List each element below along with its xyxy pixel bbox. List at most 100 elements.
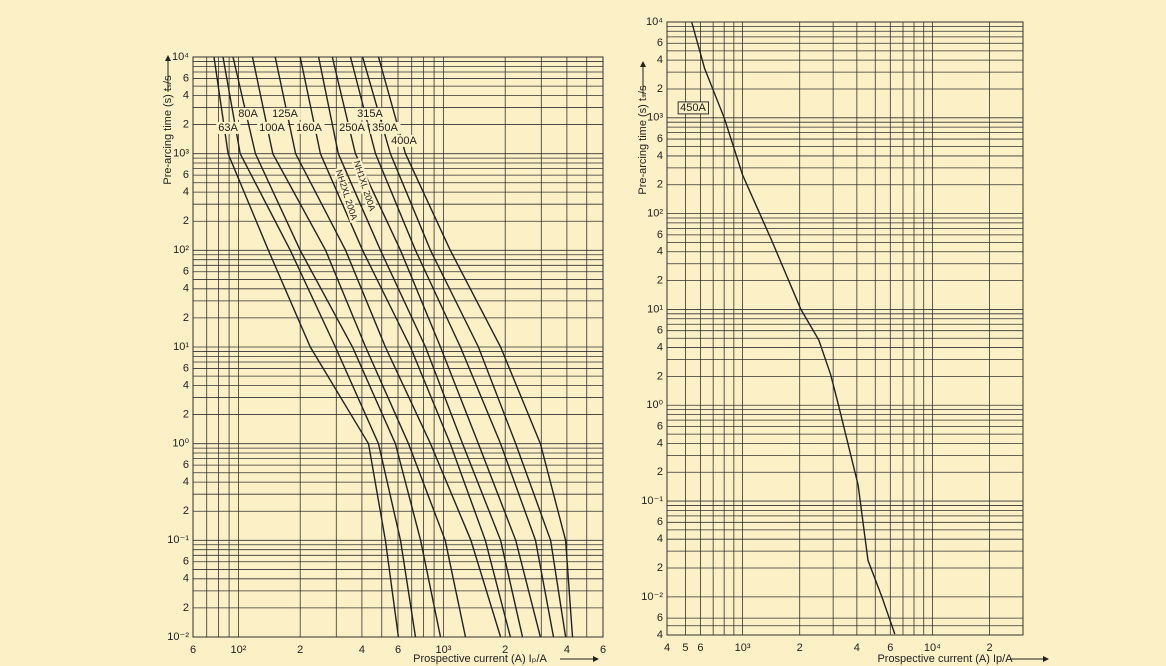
y-tick-label: 10⁻¹ <box>167 534 189 546</box>
y-axis-label: Pre-arcing time (s) tₛ/s <box>162 75 174 185</box>
curve-label: 400A <box>389 134 420 147</box>
y-axis-label: Pre-arcing time (s) tₛ/s <box>637 85 649 195</box>
label-box <box>355 107 386 120</box>
x-tick-label: 5 <box>682 642 688 654</box>
x-tick-label: 6 <box>395 644 401 656</box>
y-tick-label: 2 <box>183 505 189 517</box>
curve <box>222 56 417 638</box>
series-label: 100A <box>259 122 285 134</box>
y-tick-label: 6 <box>657 516 663 528</box>
y-tick-label: 6 <box>183 556 189 568</box>
y-tick-label: 6 <box>183 459 189 471</box>
y-tick-label: 10⁰ <box>646 399 663 411</box>
y-tick-label: 4 <box>657 629 663 641</box>
y-tick-label: 10⁻¹ <box>641 495 663 507</box>
label-box <box>257 121 288 134</box>
x-tick-label: 6 <box>600 644 606 656</box>
y-tick-label: 6 <box>657 612 663 624</box>
y-tick-label: 6 <box>657 133 663 145</box>
y-tick-label: 4 <box>183 186 189 198</box>
series-label: 63A <box>218 122 238 134</box>
y-tick-label: 10³ <box>173 148 189 160</box>
label-box <box>389 134 420 147</box>
curve-label: 80A <box>236 107 261 120</box>
series-label: 350A <box>372 122 398 134</box>
x-tick-label: 2 <box>502 644 508 656</box>
curve-label: 250A <box>337 121 368 134</box>
curve-label: 125A <box>270 107 301 120</box>
x-tick-label: 6 <box>887 642 893 654</box>
y-tick-label: 4 <box>183 476 189 488</box>
y-tick-label: 10¹ <box>173 341 189 353</box>
y-tick-label: 2 <box>183 118 189 130</box>
y-tick-label: 10⁴ <box>646 16 663 28</box>
label-box <box>216 121 241 134</box>
x-axis-label: Prospective current (A) Iₚ/A <box>413 653 547 665</box>
curve-label: 63A <box>216 121 241 134</box>
curve-label: 450A <box>677 101 710 115</box>
y-tick-label: 6 <box>657 37 663 49</box>
curve <box>274 56 502 638</box>
curve-label: 100A <box>257 121 288 134</box>
y-tick-label: 10⁴ <box>172 51 189 63</box>
label-box <box>337 121 368 134</box>
series-label: 450A <box>680 102 706 114</box>
curve <box>349 56 555 638</box>
y-tick-label: 6 <box>657 420 663 432</box>
x-axis-label: Prospective current (A) Ip/A <box>877 653 1013 665</box>
x-tick-label: 6 <box>697 642 703 654</box>
y-tick-label: 10⁻² <box>167 631 189 643</box>
y-tick-label: 4 <box>657 54 663 66</box>
y-tick-label: 6 <box>657 325 663 337</box>
x-tick-label: 4 <box>664 642 670 654</box>
y-tick-label: 10² <box>173 244 189 256</box>
x-tick-label: 10² <box>231 644 247 656</box>
label-box <box>677 101 710 115</box>
curve <box>331 56 542 638</box>
curve <box>691 21 896 635</box>
y-tick-label: 2 <box>183 602 189 614</box>
series-label: 80A <box>238 108 258 120</box>
y-tick-label: 6 <box>183 72 189 84</box>
curve <box>251 56 467 638</box>
x-tick-label: 4 <box>359 644 365 656</box>
y-tick-label: 2 <box>657 466 663 478</box>
label-box <box>294 121 325 134</box>
y-tick-label: 2 <box>183 215 189 227</box>
y-tick-label: 4 <box>183 89 189 101</box>
y-tick-label: 6 <box>183 266 189 278</box>
label-box <box>236 107 261 120</box>
x-tick-label: 10⁴ <box>924 642 941 654</box>
curve <box>377 56 574 638</box>
y-tick-label: 10³ <box>647 112 663 124</box>
y-tick-label: 10⁻² <box>641 591 663 603</box>
y-tick-label: 2 <box>183 408 189 420</box>
y-tick-label: 4 <box>657 437 663 449</box>
y-tick-label: 6 <box>183 169 189 181</box>
y-tick-label: 10¹ <box>647 303 663 315</box>
curve <box>317 56 524 638</box>
y-tick-label: 2 <box>183 312 189 324</box>
y-tick-label: 6 <box>183 362 189 374</box>
curve-label: 315A <box>355 107 386 120</box>
series-label: 160A <box>296 122 322 134</box>
series-label: 125A <box>272 108 298 120</box>
x-tick-label: 6 <box>190 644 196 656</box>
curve <box>232 56 442 638</box>
y-tick-label: 4 <box>657 150 663 162</box>
curve <box>213 56 400 638</box>
curve-label: 350A <box>370 121 401 134</box>
x-tick-label: 4 <box>564 644 570 656</box>
x-tick-label: 4 <box>854 642 860 654</box>
label-box <box>270 107 301 120</box>
y-tick-label: 4 <box>657 341 663 353</box>
y-tick-label: 2 <box>657 83 663 95</box>
y-tick-label: 2 <box>657 562 663 574</box>
y-tick-label: 2 <box>657 275 663 287</box>
y-tick-label: 4 <box>183 379 189 391</box>
x-tick-label: 10³ <box>735 642 751 654</box>
series-label: 315A <box>357 108 383 120</box>
y-tick-label: 10² <box>647 208 663 220</box>
